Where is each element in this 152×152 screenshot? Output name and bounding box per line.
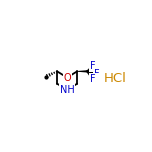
Text: O: O bbox=[63, 73, 71, 83]
Text: F: F bbox=[90, 61, 95, 71]
Text: F: F bbox=[90, 74, 95, 84]
Polygon shape bbox=[77, 70, 87, 73]
Text: HCl: HCl bbox=[103, 72, 126, 85]
Text: F: F bbox=[94, 69, 99, 79]
Text: NH: NH bbox=[60, 85, 74, 95]
